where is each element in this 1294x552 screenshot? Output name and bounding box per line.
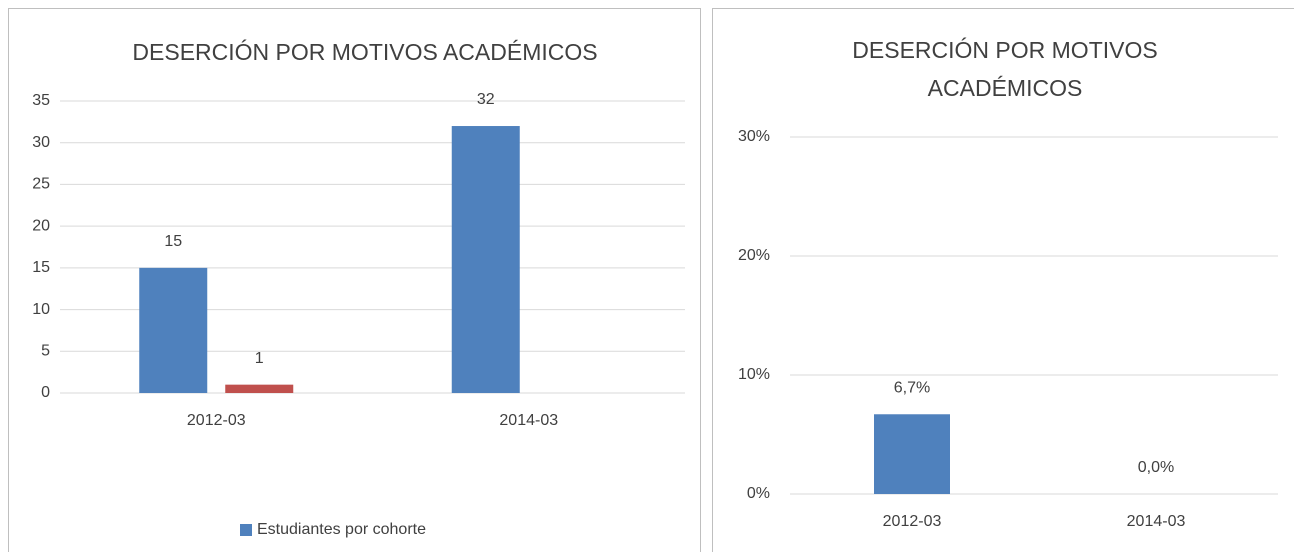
y-tick-label: 20 — [32, 217, 50, 234]
y-tick-label: 25 — [32, 176, 50, 193]
y-tick-label: 35 — [32, 92, 50, 109]
legend-label: Estudiantes por cohorte — [257, 521, 426, 538]
y-tick-label: 30 — [32, 134, 50, 151]
y-tick-label: 0 — [41, 384, 50, 401]
data-label: 32 — [477, 91, 495, 108]
data-label: 0,0% — [1138, 459, 1174, 476]
y-tick-label: 0% — [747, 485, 770, 502]
y-tick-label: 5 — [41, 343, 50, 360]
x-tick-label: 2014-03 — [499, 412, 558, 429]
data-label: 15 — [164, 233, 182, 250]
data-label: 1 — [255, 350, 264, 367]
x-tick-label: 2012-03 — [883, 513, 942, 530]
bar — [225, 384, 294, 393]
bar — [874, 414, 950, 494]
chart-frame — [712, 8, 1294, 552]
chart-title: DESERCIÓN POR MOTIVOS ACADÉMICOS — [132, 39, 598, 65]
y-tick-label: 20% — [738, 247, 770, 264]
y-tick-label: 30% — [738, 128, 770, 145]
bar — [139, 267, 208, 393]
x-tick-label: 2014-03 — [1127, 513, 1186, 530]
bar — [451, 126, 520, 394]
x-tick-label: 2012-03 — [187, 412, 246, 429]
chart-frame — [8, 8, 701, 552]
legend-swatch — [240, 524, 252, 536]
data-label: 6,7% — [894, 379, 930, 396]
chart-title: DESERCIÓN POR MOTIVOS ACADÉMICOS — [852, 37, 1158, 101]
y-tick-label: 15 — [32, 259, 50, 276]
y-tick-label: 10% — [738, 366, 770, 383]
y-tick-label: 10 — [32, 301, 50, 318]
